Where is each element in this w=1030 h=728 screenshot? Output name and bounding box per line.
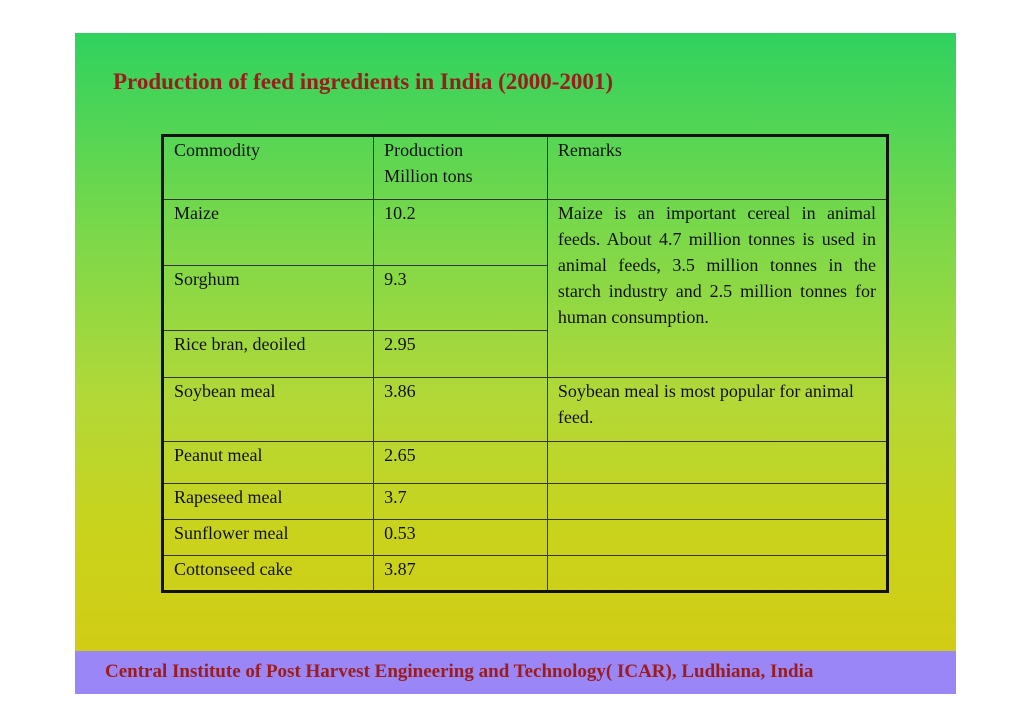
remark-cell-empty bbox=[546, 519, 889, 556]
table-row: Sorghum 9.3 bbox=[161, 265, 888, 331]
header-commodity: Commodity bbox=[161, 135, 375, 200]
table-row: Sunflower meal 0.53 bbox=[161, 519, 889, 556]
slide: Production of feed ingredients in India … bbox=[75, 33, 956, 694]
production-cell: 3.7 bbox=[373, 483, 548, 520]
remark-cell-cereals: Maize is an important cereal in animal f… bbox=[546, 199, 889, 378]
table-row: Rapeseed meal 3.7 bbox=[161, 483, 889, 520]
footer-bar: Central Institute of Post Harvest Engine… bbox=[75, 651, 956, 694]
page-title: Production of feed ingredients in India … bbox=[113, 69, 614, 94]
commodity-cell: Sorghum bbox=[161, 265, 375, 331]
table-row: Cottonseed cake 3.87 bbox=[161, 555, 889, 592]
commodity-cell: Maize bbox=[161, 199, 375, 266]
table-row: Maize 10.2 Maize is an important cereal … bbox=[161, 199, 889, 378]
table-row: Peanut meal 2.65 bbox=[161, 441, 889, 484]
footer-text: Central Institute of Post Harvest Engine… bbox=[105, 661, 814, 682]
header-production: Production Million tons bbox=[373, 135, 548, 200]
production-cell: 0.53 bbox=[373, 519, 548, 556]
remark-cell-empty bbox=[546, 555, 889, 592]
remark-cell-empty bbox=[546, 483, 889, 520]
commodity-cell: Cottonseed cake bbox=[161, 555, 375, 592]
table-row: Soybean meal 3.86 Soybean meal is most p… bbox=[161, 377, 889, 442]
production-cell: 2.65 bbox=[373, 441, 548, 484]
header-remarks: Remarks bbox=[546, 135, 889, 200]
feed-production-table: Commodity Production Million tons Remark… bbox=[161, 134, 889, 593]
table-header-row: Commodity Production Million tons Remark… bbox=[161, 135, 889, 200]
commodity-cell: Rice bran, deoiled bbox=[161, 330, 375, 378]
production-cell: 2.95 bbox=[373, 330, 548, 378]
commodity-cell: Rapeseed meal bbox=[161, 483, 375, 520]
commodity-cell: Sunflower meal bbox=[161, 519, 375, 556]
table-row: Rice bran, deoiled 2.95 bbox=[161, 330, 888, 378]
remark-cell-soybean: Soybean meal is most popular for animal … bbox=[546, 377, 889, 442]
production-cell: 3.87 bbox=[373, 555, 548, 592]
commodity-cell: Soybean meal bbox=[161, 377, 375, 442]
production-cell: 10.2 bbox=[373, 199, 548, 266]
production-cell: 9.3 bbox=[373, 265, 548, 331]
production-cell: 3.86 bbox=[373, 377, 548, 442]
remark-cell-empty bbox=[546, 441, 889, 484]
commodity-cell: Peanut meal bbox=[161, 441, 375, 484]
